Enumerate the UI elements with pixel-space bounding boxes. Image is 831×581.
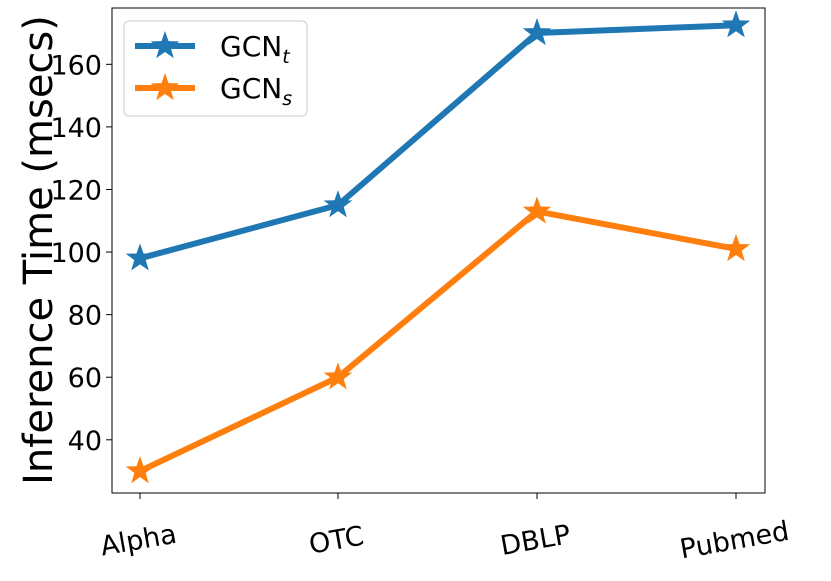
legend-label-sub-1: s <box>282 88 292 110</box>
axes-layer <box>111 7 766 494</box>
y-tick-label-5: 140 <box>50 113 102 144</box>
legend-label-0: GCNt <box>220 30 291 68</box>
legend-label-1: GCNs <box>220 72 292 110</box>
y-tick-label-4: 120 <box>50 175 102 206</box>
data-point-1-2 <box>522 196 552 224</box>
y-tick-label-0: 40 <box>68 426 102 457</box>
legend-label-sub-0: t <box>282 46 291 68</box>
y-tick-label-1: 60 <box>68 363 102 394</box>
series-layer <box>125 10 751 484</box>
x-tick-label-2: DBLP <box>498 519 573 562</box>
x-tick-label-0: Alpha <box>98 519 179 563</box>
legend-marker-1 <box>150 73 180 101</box>
data-point-1-3 <box>721 233 751 262</box>
x-tick-label-1: OTC <box>307 521 367 561</box>
data-point-0-3 <box>721 10 751 38</box>
data-point-1-1 <box>323 362 353 390</box>
x-tick-label-3: Pubmed <box>678 516 792 566</box>
data-point-0-2 <box>522 18 552 46</box>
legend-marker-0 <box>150 31 180 59</box>
series-line-1 <box>138 208 737 474</box>
y-tick-label-2: 80 <box>68 301 102 332</box>
series-line-0 <box>139 22 737 262</box>
data-point-0-0 <box>125 243 155 271</box>
plot-frame <box>111 7 766 494</box>
data-point-1-0 <box>125 456 155 484</box>
legend-label-base-1: GCN <box>220 72 282 105</box>
legend-label-base-0: GCN <box>220 30 282 63</box>
y-tick-label-6: 160 <box>50 50 102 81</box>
y-axis-label: Inference Time (msecs) <box>16 15 62 485</box>
data-point-0-1 <box>323 190 353 218</box>
y-tick-label-3: 100 <box>50 238 102 269</box>
